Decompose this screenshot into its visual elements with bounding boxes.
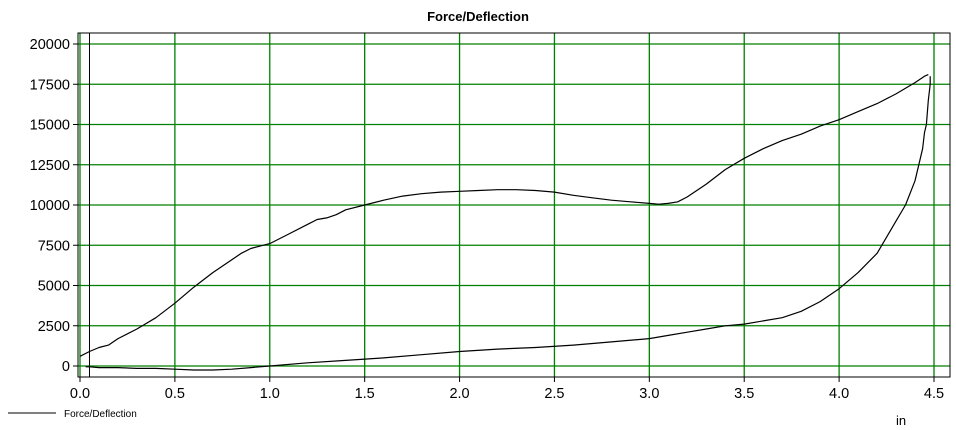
x-tick-label: 3.0 <box>639 386 659 402</box>
y-tick-label: 10000 <box>30 198 70 214</box>
y-tick-label: 5000 <box>38 279 70 295</box>
x-axis-unit-label: in <box>896 413 906 428</box>
y-tick-label: 15000 <box>30 118 70 134</box>
x-tick-label: 4.5 <box>924 386 944 402</box>
y-tick-label: 20000 <box>30 37 70 53</box>
y-tick-label: 12500 <box>30 158 70 174</box>
x-tick-label: 4.0 <box>829 386 849 402</box>
y-tick-label: 2500 <box>38 319 70 335</box>
x-tick-label: 2.0 <box>449 386 469 402</box>
series-line-loading <box>79 74 929 357</box>
chart-title: Force/Deflection <box>427 9 529 24</box>
x-tick-label: 1.5 <box>355 386 375 402</box>
x-axis-ticks: 0.0 0.5 1.0 1.5 2.0 2.5 3.0 3.5 4.0 4.5 <box>70 377 944 402</box>
x-tick-label: 2.5 <box>544 386 564 402</box>
y-tick-label: 17500 <box>30 77 70 93</box>
series-group <box>79 74 931 371</box>
y-axis-ticks: 0 2500 5000 7500 10000 12500 15000 17500 20000 <box>30 37 78 375</box>
legend-label: Force/Deflection <box>64 409 137 420</box>
x-tick-label: 1.0 <box>260 386 280 402</box>
y-tick-label: 0 <box>62 359 70 375</box>
y-tick-label: 7500 <box>38 238 70 254</box>
x-tick-label: 0.0 <box>70 386 90 402</box>
series-line-unloading <box>85 76 931 371</box>
x-tick-label: 0.5 <box>165 386 185 402</box>
legend: Force/Deflection <box>8 409 137 420</box>
x-tick-label: 3.5 <box>734 386 754 402</box>
grid <box>78 33 950 377</box>
